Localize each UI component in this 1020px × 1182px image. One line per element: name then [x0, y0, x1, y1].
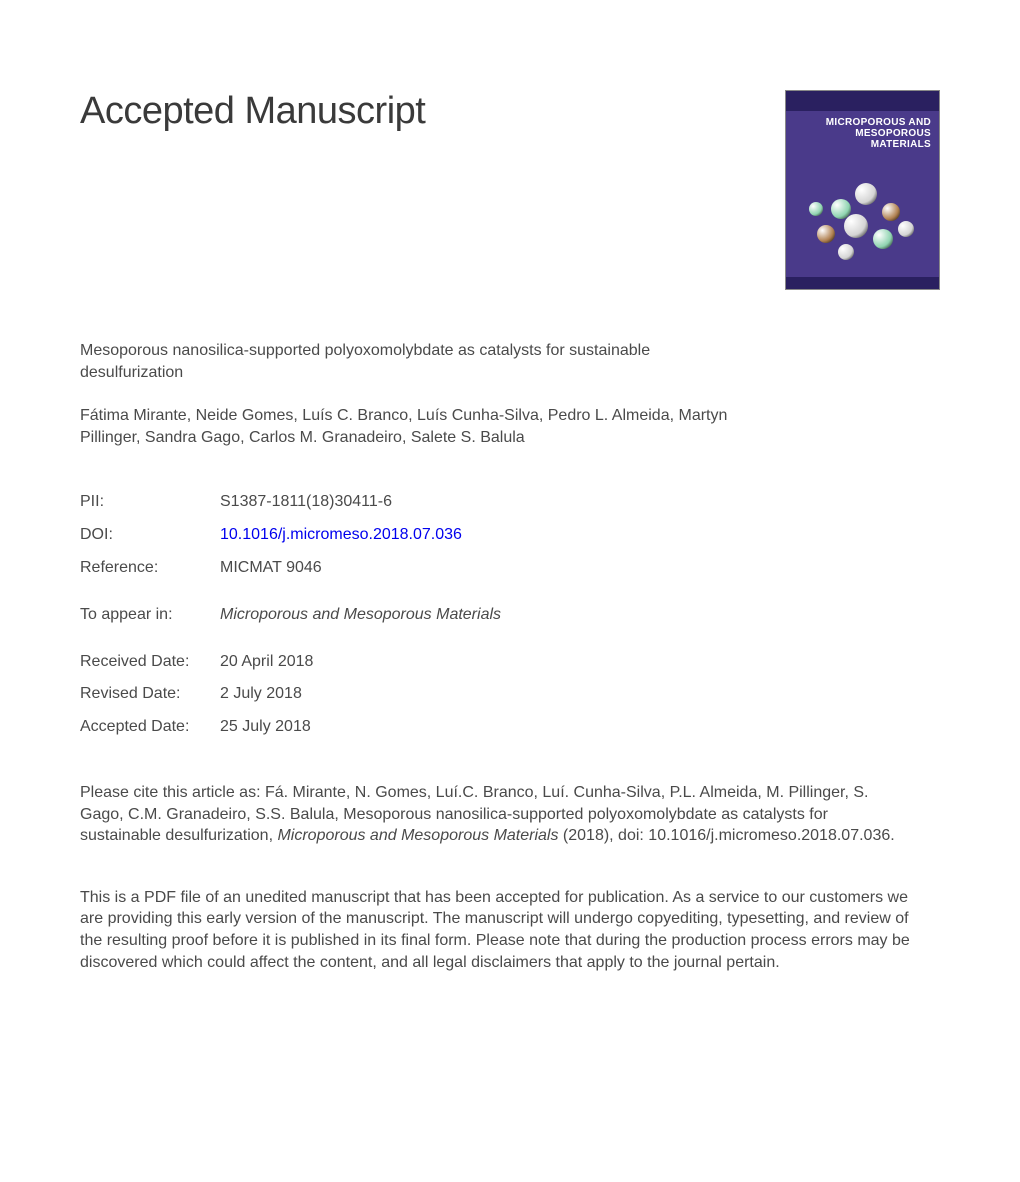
accepted-label: Accepted Date:: [80, 717, 220, 738]
citation-text: Please cite this article as: Fá. Mirante…: [80, 782, 910, 847]
cover-sphere: [844, 214, 868, 238]
disclaimer-text: This is a PDF file of an unedited manusc…: [80, 887, 930, 973]
cover-title-line2: MESOPOROUS MATERIALS: [855, 128, 931, 150]
metadata-table: PII: S1387-1811(18)30411-6 DOI: 10.1016/…: [80, 492, 940, 738]
pii-value: S1387-1811(18)30411-6: [220, 492, 392, 513]
revised-label: Revised Date:: [80, 684, 220, 705]
meta-row-accepted: Accepted Date: 25 July 2018: [80, 717, 940, 738]
appear-label: To appear in:: [80, 605, 220, 626]
meta-row-received: Received Date: 20 April 2018: [80, 652, 940, 673]
meta-row-appear: To appear in: Microporous and Mesoporous…: [80, 605, 940, 626]
received-value: 20 April 2018: [220, 652, 313, 673]
cover-footbar: [786, 277, 939, 289]
accepted-manuscript-heading: Accepted Manuscript: [80, 90, 425, 133]
cover-title-line1: MICROPOROUS AND: [826, 117, 931, 128]
meta-row-doi: DOI: 10.1016/j.micromeso.2018.07.036: [80, 525, 940, 546]
reference-value: MICMAT 9046: [220, 558, 322, 579]
cover-sphere: [838, 244, 854, 260]
meta-row-revised: Revised Date: 2 July 2018: [80, 684, 940, 705]
citation-suffix: (2018), doi: 10.1016/j.micromeso.2018.07…: [558, 827, 894, 844]
header-row: Accepted Manuscript MICROPOROUS AND MESO…: [80, 90, 940, 290]
cover-journal-title: MICROPOROUS AND MESOPOROUS MATERIALS: [786, 111, 939, 152]
cover-topbar: [786, 91, 939, 111]
reference-label: Reference:: [80, 558, 220, 579]
received-label: Received Date:: [80, 652, 220, 673]
cover-sphere: [882, 203, 900, 221]
pii-label: PII:: [80, 492, 220, 513]
cover-sphere: [873, 229, 893, 249]
author-list: Fátima Mirante, Neide Gomes, Luís C. Bra…: [80, 405, 780, 448]
appear-value: Microporous and Mesoporous Materials: [220, 605, 501, 626]
revised-value: 2 July 2018: [220, 684, 302, 705]
cover-sphere: [809, 202, 823, 216]
cover-sphere: [817, 225, 835, 243]
article-title: Mesoporous nanosilica-supported polyoxom…: [80, 340, 740, 383]
meta-row-reference: Reference: MICMAT 9046: [80, 558, 940, 579]
doi-link[interactable]: 10.1016/j.micromeso.2018.07.036: [220, 525, 462, 546]
meta-row-pii: PII: S1387-1811(18)30411-6: [80, 492, 940, 513]
doi-label: DOI:: [80, 525, 220, 546]
cover-art: [801, 164, 924, 274]
cover-sphere: [855, 183, 877, 205]
journal-cover-thumbnail: MICROPOROUS AND MESOPOROUS MATERIALS: [785, 90, 940, 290]
cover-sphere: [898, 221, 914, 237]
citation-journal: Microporous and Mesoporous Materials: [277, 827, 558, 844]
accepted-value: 25 July 2018: [220, 717, 311, 738]
